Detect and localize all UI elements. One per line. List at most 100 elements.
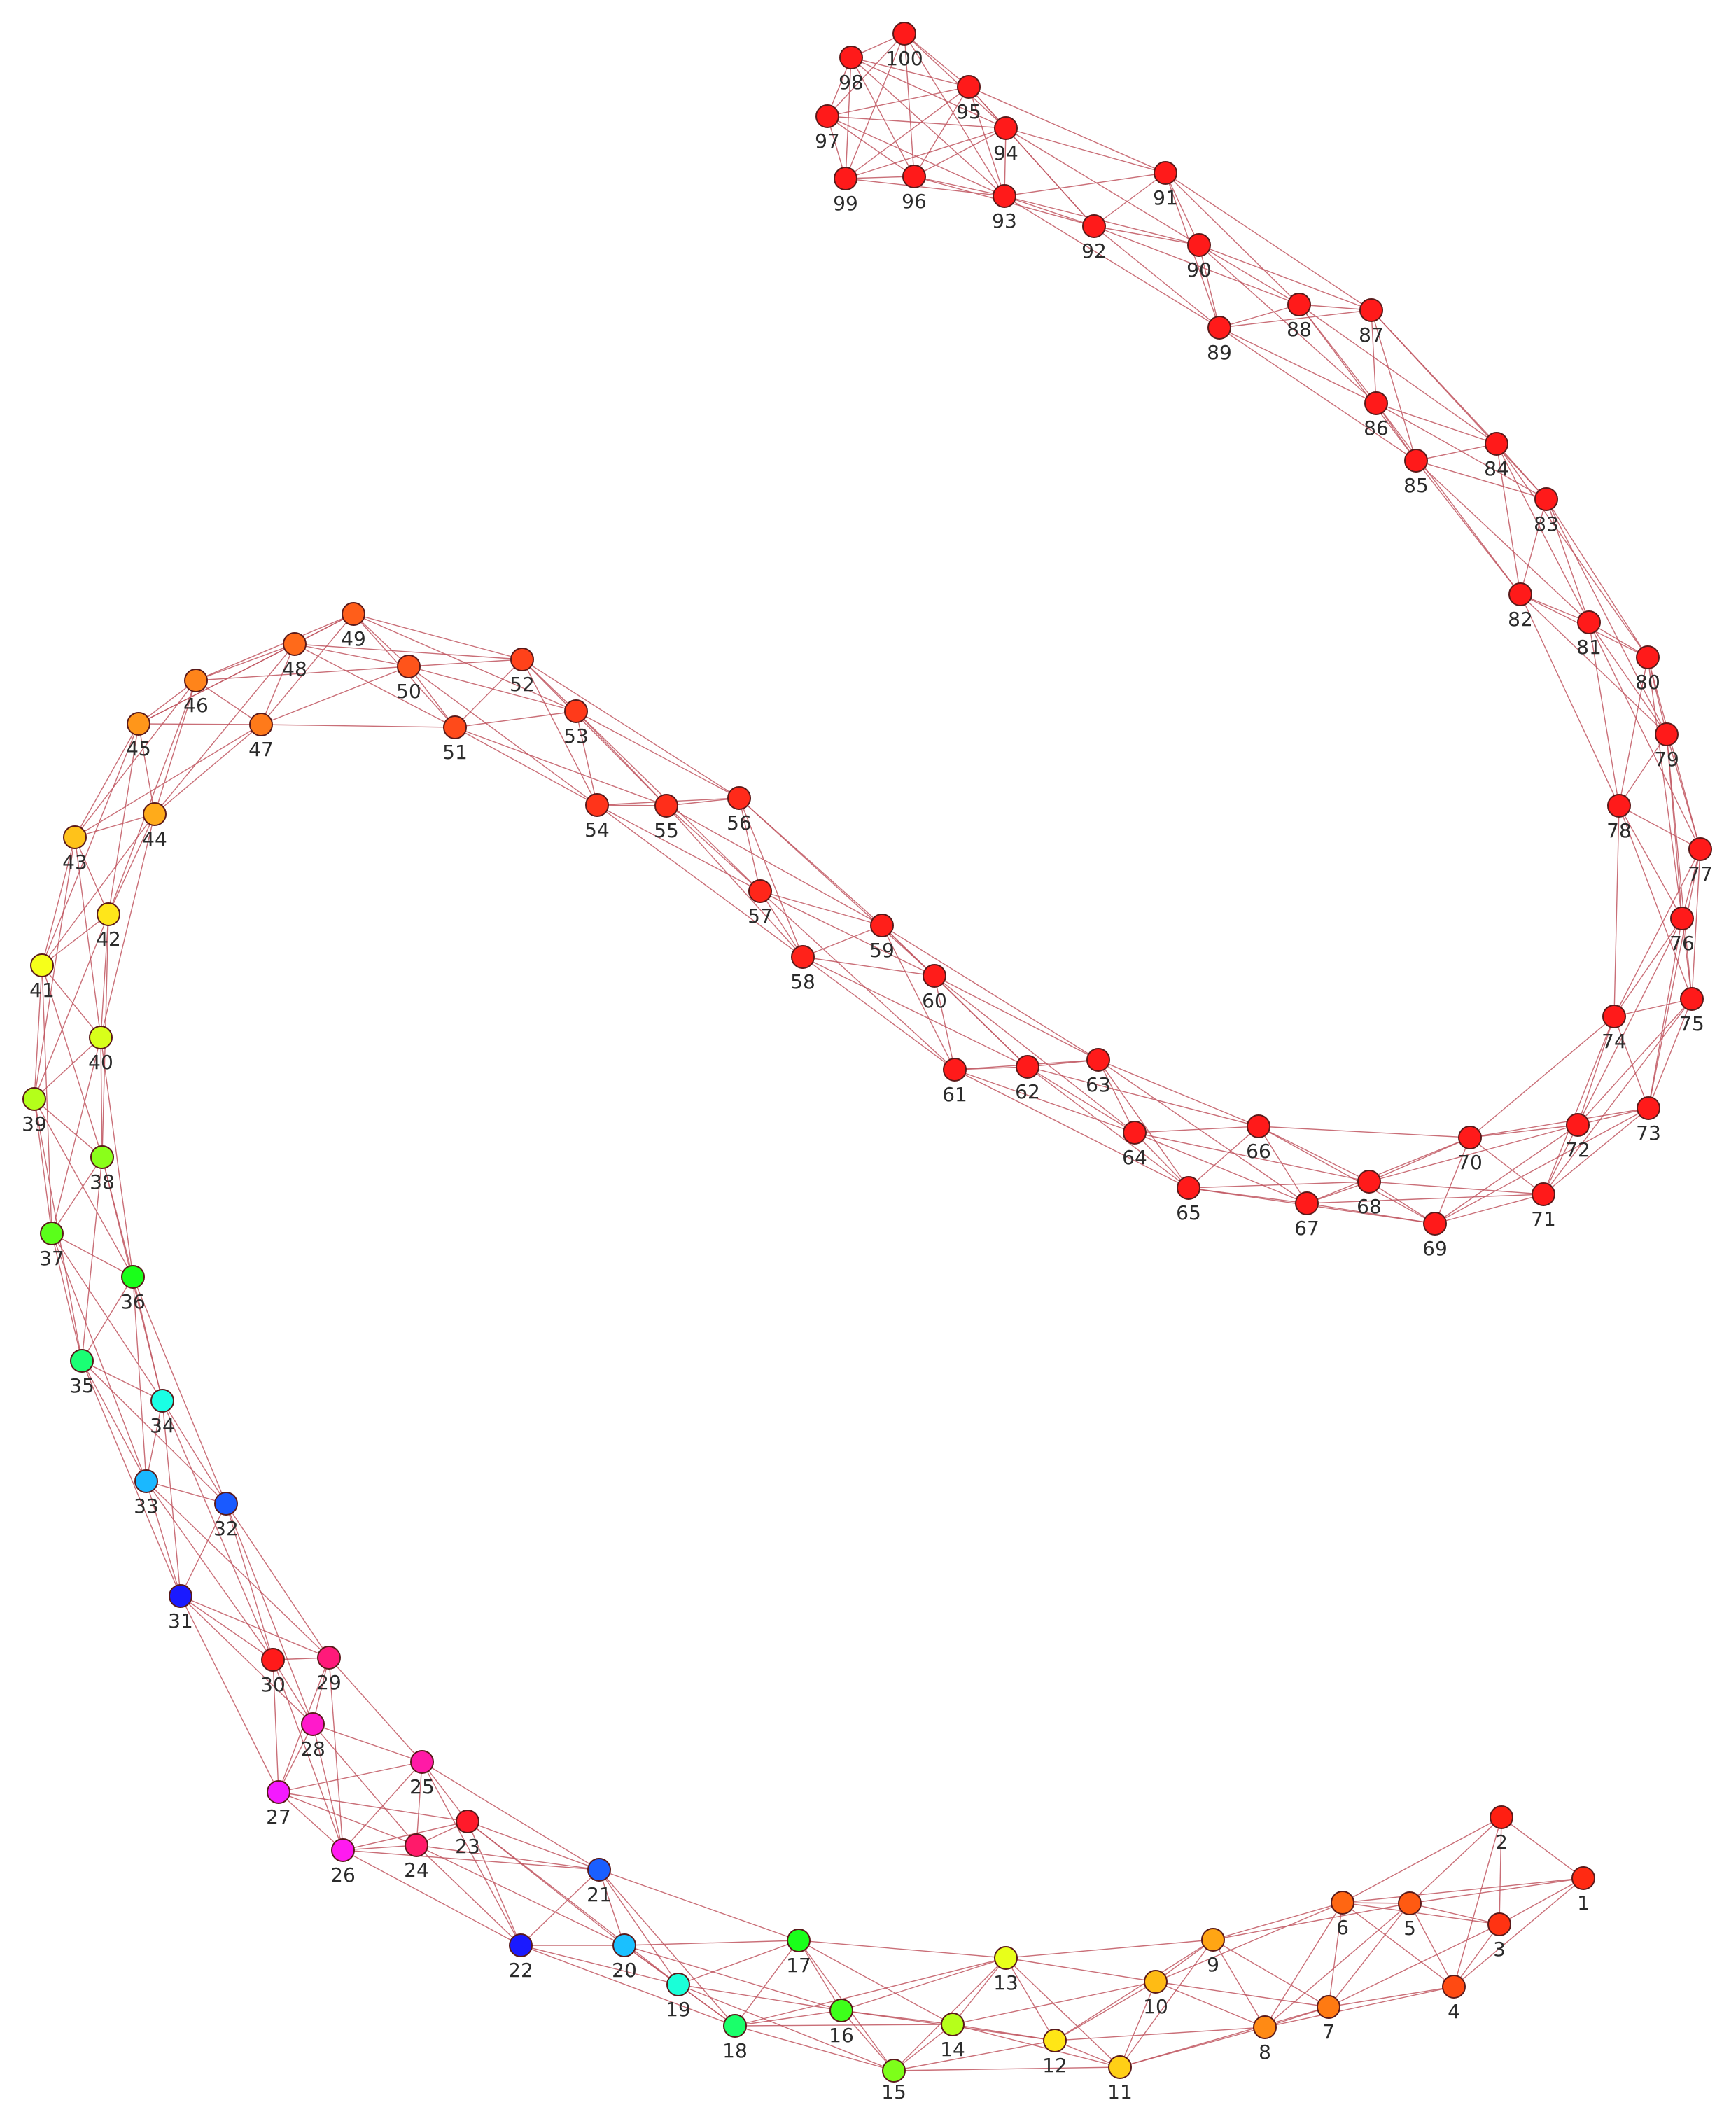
node-54[interactable]	[585, 793, 609, 817]
node-87[interactable]	[1359, 298, 1383, 322]
node-35[interactable]	[70, 1349, 94, 1373]
node-90[interactable]	[1187, 233, 1211, 257]
node-31[interactable]	[169, 1584, 192, 1608]
node-51[interactable]	[443, 715, 467, 739]
node-78[interactable]	[1607, 794, 1631, 818]
node-49[interactable]	[342, 602, 365, 626]
node-59[interactable]	[870, 914, 894, 937]
node-85[interactable]	[1404, 449, 1428, 473]
node-15[interactable]	[882, 2059, 906, 2083]
node-2[interactable]	[1490, 1805, 1513, 1829]
node-39[interactable]	[22, 1087, 46, 1111]
node-71[interactable]	[1532, 1182, 1555, 1206]
node-63[interactable]	[1086, 1048, 1110, 1072]
node-16[interactable]	[830, 1999, 853, 2022]
node-48[interactable]	[283, 632, 307, 656]
node-81[interactable]	[1577, 610, 1601, 634]
node-74[interactable]	[1602, 1005, 1626, 1028]
node-43[interactable]	[63, 825, 87, 849]
node-53[interactable]	[564, 699, 588, 723]
node-45[interactable]	[127, 712, 150, 736]
node-13[interactable]	[994, 1946, 1018, 1970]
node-73[interactable]	[1637, 1096, 1660, 1120]
node-14[interactable]	[941, 2013, 965, 2036]
node-32[interactable]	[214, 1492, 238, 1516]
node-98[interactable]	[839, 46, 863, 69]
node-55[interactable]	[654, 794, 678, 818]
node-47[interactable]	[249, 713, 273, 736]
node-37[interactable]	[40, 1222, 64, 1245]
node-60[interactable]	[923, 964, 946, 988]
node-1[interactable]	[1572, 1866, 1595, 1890]
node-84[interactable]	[1485, 432, 1508, 456]
node-42[interactable]	[97, 902, 120, 926]
node-69[interactable]	[1423, 1212, 1447, 1236]
node-18[interactable]	[723, 2014, 747, 2038]
node-61[interactable]	[943, 1058, 967, 1082]
node-50[interactable]	[397, 655, 421, 678]
node-67[interactable]	[1295, 1191, 1319, 1215]
node-24[interactable]	[405, 1833, 428, 1857]
node-9[interactable]	[1201, 1928, 1225, 1952]
node-82[interactable]	[1508, 582, 1532, 606]
node-33[interactable]	[134, 1469, 158, 1493]
node-91[interactable]	[1154, 161, 1177, 185]
node-79[interactable]	[1655, 722, 1679, 746]
node-10[interactable]	[1144, 1970, 1168, 1994]
node-64[interactable]	[1123, 1121, 1147, 1145]
node-62[interactable]	[1016, 1055, 1040, 1079]
node-5[interactable]	[1398, 1891, 1422, 1915]
node-80[interactable]	[1636, 645, 1660, 669]
node-26[interactable]	[331, 1838, 355, 1862]
node-23[interactable]	[456, 1810, 479, 1833]
node-83[interactable]	[1534, 487, 1558, 511]
node-65[interactable]	[1177, 1176, 1200, 1200]
node-94[interactable]	[994, 116, 1018, 140]
node-76[interactable]	[1670, 907, 1694, 930]
node-58[interactable]	[791, 945, 815, 969]
node-21[interactable]	[587, 1858, 611, 1882]
node-44[interactable]	[143, 802, 167, 826]
node-93[interactable]	[993, 184, 1016, 208]
node-72[interactable]	[1566, 1113, 1590, 1137]
node-66[interactable]	[1247, 1114, 1270, 1138]
node-17[interactable]	[787, 1929, 811, 1952]
node-40[interactable]	[89, 1026, 113, 1049]
node-3[interactable]	[1488, 1912, 1511, 1936]
node-20[interactable]	[612, 1933, 636, 1957]
node-19[interactable]	[666, 1973, 690, 1996]
node-57[interactable]	[748, 879, 772, 903]
node-95[interactable]	[957, 75, 981, 99]
node-56[interactable]	[727, 786, 751, 810]
node-89[interactable]	[1208, 316, 1231, 340]
node-46[interactable]	[184, 669, 208, 692]
node-96[interactable]	[902, 165, 926, 188]
node-75[interactable]	[1680, 987, 1704, 1011]
node-38[interactable]	[90, 1145, 114, 1169]
node-97[interactable]	[816, 104, 839, 128]
node-6[interactable]	[1331, 1891, 1354, 1915]
node-25[interactable]	[410, 1750, 434, 1774]
node-22[interactable]	[509, 1933, 533, 1957]
node-28[interactable]	[301, 1712, 325, 1736]
node-8[interactable]	[1253, 2015, 1277, 2039]
node-52[interactable]	[510, 648, 534, 671]
node-34[interactable]	[150, 1389, 174, 1413]
node-100[interactable]	[892, 22, 916, 46]
node-99[interactable]	[834, 167, 858, 190]
node-68[interactable]	[1357, 1170, 1381, 1194]
node-12[interactable]	[1043, 2029, 1067, 2052]
node-77[interactable]	[1688, 837, 1712, 861]
node-41[interactable]	[30, 953, 54, 977]
node-92[interactable]	[1082, 214, 1106, 238]
node-29[interactable]	[317, 1646, 341, 1670]
node-4[interactable]	[1442, 1975, 1466, 1999]
node-86[interactable]	[1364, 391, 1388, 415]
node-70[interactable]	[1458, 1126, 1482, 1149]
node-36[interactable]	[121, 1265, 145, 1289]
node-30[interactable]	[261, 1648, 285, 1672]
node-27[interactable]	[267, 1780, 290, 1804]
node-7[interactable]	[1317, 1995, 1340, 2019]
node-11[interactable]	[1108, 2055, 1132, 2079]
node-88[interactable]	[1287, 293, 1311, 316]
